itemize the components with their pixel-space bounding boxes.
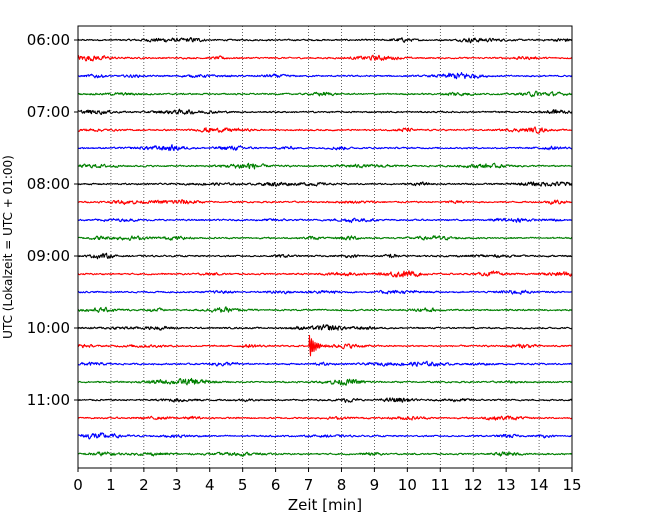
trace-group (77, 37, 573, 457)
trace-0700 (77, 108, 573, 116)
trace-1145 (77, 451, 573, 457)
y-axis: 06:00 07:00 08:00 09:00 10:00 11:00 (27, 31, 78, 409)
grid-lines (110, 26, 540, 468)
x-tick-label: 5 (238, 476, 248, 494)
trace-1130 (77, 432, 573, 440)
y-tick-label: 11:00 (27, 391, 70, 409)
trace-0800 (77, 181, 573, 187)
trace-0845 (77, 235, 573, 241)
x-tick-label: 8 (337, 476, 347, 494)
y-axis-label: UTC (Lokalzeit = UTC + 01:00) (1, 155, 15, 339)
y-tick-label: 09:00 (27, 247, 70, 265)
x-tick-label: 12 (464, 476, 483, 494)
trace-0915 (77, 270, 573, 278)
trace-1115 (77, 415, 573, 421)
trace-1015 (77, 334, 573, 357)
x-tick-label: 0 (73, 476, 83, 494)
trace-0630 (77, 72, 573, 80)
x-tick-label: 13 (497, 476, 516, 494)
x-tick-label: 7 (304, 476, 314, 494)
trace-0715 (77, 126, 573, 134)
x-tick-label: 15 (562, 476, 581, 494)
trace-0745 (77, 162, 573, 170)
x-tick-label: 2 (139, 476, 149, 494)
trace-0945 (77, 306, 573, 313)
x-tick-label: 3 (172, 476, 182, 494)
trace-0600 (77, 37, 573, 44)
y-tick-label: 10:00 (27, 319, 70, 337)
trace-1045 (77, 377, 573, 386)
y-tick-label: 07:00 (27, 103, 70, 121)
y-tick-label: 06:00 (27, 31, 70, 49)
trace-0830 (77, 217, 573, 224)
x-tick-label: 11 (431, 476, 450, 494)
x-tick-label: 9 (370, 476, 380, 494)
trace-0900 (77, 252, 573, 260)
trace-1100 (77, 397, 573, 403)
x-tick-label: 10 (398, 476, 417, 494)
x-tick-label: 14 (530, 476, 549, 494)
trace-0930 (77, 289, 573, 295)
x-tick-label: 6 (271, 476, 281, 494)
x-tick-label: 1 (106, 476, 116, 494)
x-tick-label: 4 (205, 476, 215, 494)
trace-1000 (77, 324, 573, 331)
x-axis-label: Zeit [min] (288, 496, 362, 514)
x-axis: 0 1 2 3 4 5 6 7 8 9 10 11 12 13 14 15 (73, 468, 582, 494)
trace-1030 (77, 360, 573, 367)
trace-0815 (77, 199, 573, 205)
trace-0730 (77, 144, 573, 152)
plot-frame (77, 25, 573, 469)
trace-0615 (77, 54, 573, 62)
y-tick-label: 08:00 (27, 175, 70, 193)
trace-0645 (77, 90, 573, 98)
